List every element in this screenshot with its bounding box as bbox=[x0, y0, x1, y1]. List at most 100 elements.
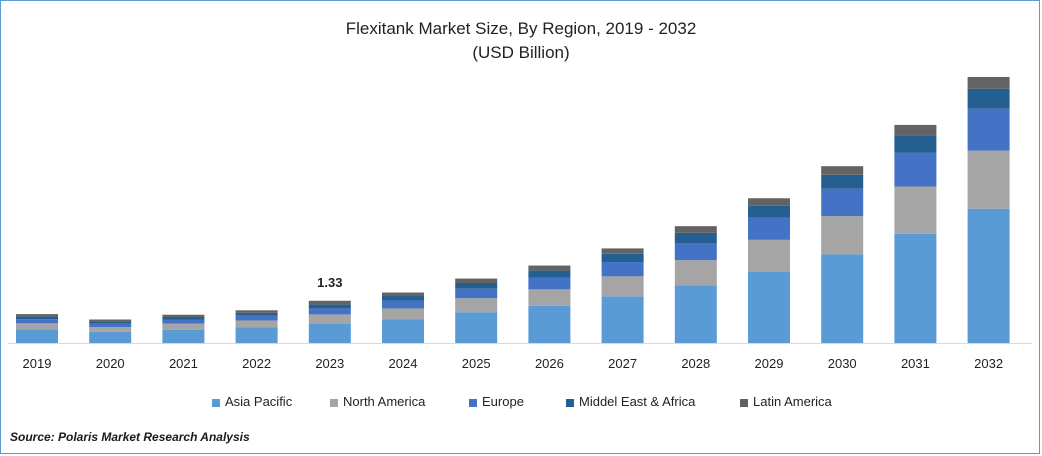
legend-label: Latin America bbox=[753, 394, 832, 409]
bar-asia-pacific-2022 bbox=[235, 327, 278, 343]
bar-europe-2027 bbox=[601, 262, 644, 277]
bar-latin-america-2022 bbox=[235, 310, 278, 313]
bar-asia-pacific-2023 bbox=[308, 323, 351, 343]
x-tick-label-2027: 2027 bbox=[608, 356, 637, 371]
x-tick-label-2019: 2019 bbox=[23, 356, 52, 371]
bar-latin-america-2027 bbox=[601, 248, 644, 254]
x-tick-label-2025: 2025 bbox=[462, 356, 491, 371]
bar-latin-america-2030 bbox=[821, 166, 864, 175]
bar-middel-east-africa-2021 bbox=[162, 316, 205, 320]
bar-asia-pacific-2032 bbox=[967, 208, 1010, 343]
bar-asia-pacific-2031 bbox=[894, 233, 937, 343]
bar-asia-pacific-2020 bbox=[89, 331, 132, 343]
legend-swatch bbox=[330, 399, 338, 407]
bar-north-america-2024 bbox=[382, 308, 424, 320]
x-tick-label-2021: 2021 bbox=[169, 356, 198, 371]
bar-middel-east-africa-2025 bbox=[455, 283, 498, 289]
x-tick-label-2024: 2024 bbox=[389, 356, 418, 371]
bar-middel-east-africa-2029 bbox=[748, 205, 790, 218]
bar-asia-pacific-2029 bbox=[748, 271, 790, 343]
bar-middel-east-africa-2027 bbox=[601, 253, 644, 263]
bar-north-america-2030 bbox=[821, 216, 864, 255]
x-tick-label-2023: 2023 bbox=[315, 356, 344, 371]
bar-north-america-2025 bbox=[455, 298, 498, 313]
bar-asia-pacific-2024 bbox=[382, 319, 424, 343]
legend-swatch bbox=[566, 399, 574, 407]
x-tick-label-2029: 2029 bbox=[755, 356, 784, 371]
bar-middel-east-africa-2020 bbox=[89, 321, 132, 324]
legend-label: Europe bbox=[482, 394, 524, 409]
bar-asia-pacific-2021 bbox=[162, 329, 205, 343]
bar-latin-america-2025 bbox=[455, 278, 498, 284]
chart-plot: 2019 2020 2021 2022 2023 1.33 2024 2025 2026 2027… bbox=[8, 76, 1032, 371]
x-tick-label-2026: 2026 bbox=[535, 356, 564, 371]
bar-latin-america-2028 bbox=[674, 226, 717, 233]
bar-latin-america-2019 bbox=[16, 314, 58, 317]
x-tick-label-2032: 2032 bbox=[974, 356, 1003, 371]
bar-north-america-2019 bbox=[16, 323, 58, 330]
bar-europe-2030 bbox=[821, 188, 864, 217]
bar-middel-east-africa-2023 bbox=[308, 304, 351, 309]
bar-europe-2028 bbox=[674, 243, 717, 261]
bar-asia-pacific-2030 bbox=[821, 254, 864, 343]
chart-legend: Asia Pacific North America Europe Middel Ea… bbox=[0, 393, 1042, 413]
bar-north-america-2031 bbox=[894, 186, 937, 234]
bar-europe-2024 bbox=[382, 300, 424, 309]
bar-north-america-2028 bbox=[674, 260, 717, 286]
bar-asia-pacific-2028 bbox=[674, 285, 717, 343]
chart-subtitle: (USD Billion) bbox=[472, 43, 570, 62]
bar-asia-pacific-2026 bbox=[528, 305, 571, 343]
bar-north-america-2032 bbox=[967, 150, 1010, 209]
bar-europe-2026 bbox=[528, 277, 571, 290]
legend-label: North America bbox=[343, 394, 426, 409]
bar-middel-east-africa-2028 bbox=[674, 232, 717, 244]
bar-latin-america-2024 bbox=[382, 292, 424, 297]
bar-asia-pacific-2019 bbox=[16, 329, 58, 343]
legend-swatch bbox=[740, 399, 748, 407]
bar-europe-2021 bbox=[162, 319, 205, 324]
bar-europe-2032 bbox=[967, 108, 1010, 151]
bar-middel-east-africa-2031 bbox=[894, 135, 937, 153]
bar-latin-america-2032 bbox=[967, 76, 1010, 89]
bar-latin-america-2021 bbox=[162, 314, 205, 317]
bar-middel-east-africa-2026 bbox=[528, 270, 571, 278]
bar-middel-east-africa-2019 bbox=[16, 316, 58, 320]
bar-north-america-2027 bbox=[601, 276, 644, 297]
legend-swatch bbox=[212, 399, 220, 407]
bar-middel-east-africa-2030 bbox=[821, 174, 864, 189]
bar-north-america-2022 bbox=[235, 320, 278, 328]
bar-latin-america-2031 bbox=[894, 124, 937, 136]
bar-north-america-2021 bbox=[162, 323, 205, 330]
bar-europe-2019 bbox=[16, 319, 58, 324]
bar-europe-2031 bbox=[894, 152, 937, 187]
chart-title: Flexitank Market Size, By Region, 2019 -… bbox=[345, 19, 697, 38]
bar-asia-pacific-2025 bbox=[455, 312, 498, 343]
bar-europe-2023 bbox=[308, 308, 351, 315]
legend-label: Asia Pacific bbox=[225, 394, 293, 409]
bar-north-america-2026 bbox=[528, 289, 571, 306]
x-tick-label-2020: 2020 bbox=[96, 356, 125, 371]
bar-middel-east-africa-2024 bbox=[382, 296, 424, 301]
source-note: Source: Polaris Market Research Analysis bbox=[10, 430, 250, 444]
x-tick-label-2028: 2028 bbox=[681, 356, 710, 371]
bar-asia-pacific-2027 bbox=[601, 296, 644, 343]
bar-europe-2022 bbox=[235, 315, 278, 321]
bar-latin-america-2023 bbox=[308, 300, 351, 305]
bar-middel-east-africa-2022 bbox=[235, 312, 278, 316]
bar-north-america-2023 bbox=[308, 314, 351, 324]
bar-europe-2020 bbox=[89, 323, 132, 328]
x-tick-label-2031: 2031 bbox=[901, 356, 930, 371]
legend-label: Middel East & Africa bbox=[579, 394, 696, 409]
bar-north-america-2020 bbox=[89, 327, 132, 332]
bar-europe-2029 bbox=[748, 217, 790, 240]
x-tick-label-2022: 2022 bbox=[242, 356, 271, 371]
data-label-2023: 1.33 bbox=[317, 275, 342, 290]
bar-latin-america-2029 bbox=[748, 198, 790, 206]
bar-middel-east-africa-2032 bbox=[967, 88, 1010, 109]
bar-latin-america-2020 bbox=[89, 319, 132, 322]
bar-europe-2025 bbox=[455, 288, 498, 299]
x-tick-label-2030: 2030 bbox=[828, 356, 857, 371]
legend-swatch bbox=[469, 399, 477, 407]
bar-latin-america-2026 bbox=[528, 265, 571, 271]
